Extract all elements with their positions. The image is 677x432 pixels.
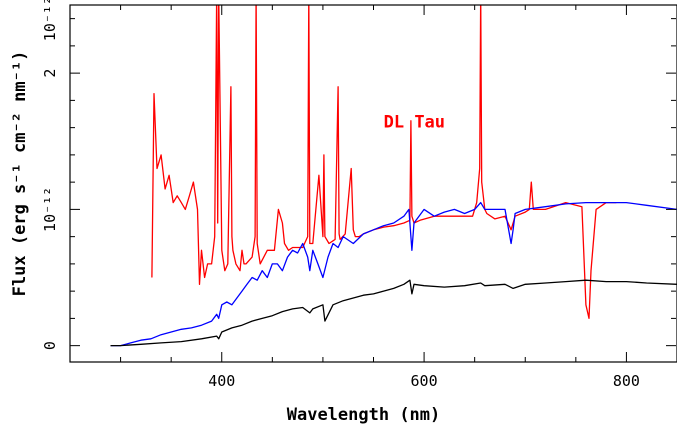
series-line-2 [110, 279, 677, 347]
series-line-0 [151, 5, 617, 320]
x-axis-title: Wavelength (nm) [287, 405, 441, 425]
x-tick-label: 800 [613, 372, 640, 390]
x-tick-label: 600 [411, 372, 438, 390]
y-axis-title: Flux (erg s⁻¹ cm⁻² nm⁻¹) [10, 51, 30, 297]
plot-frame [69, 4, 677, 363]
y-tick-label: 10⁻¹² [41, 187, 59, 232]
y-tick-label: 10⁻¹² [41, 0, 59, 41]
plot-area [110, 5, 677, 347]
y-tick-label: 2 [41, 69, 59, 78]
x-tick-label: 400 [208, 372, 235, 390]
y-tick-label: 0 [41, 341, 59, 350]
series-line-1 [110, 201, 677, 347]
annotation-label: DL Tau [384, 113, 445, 133]
